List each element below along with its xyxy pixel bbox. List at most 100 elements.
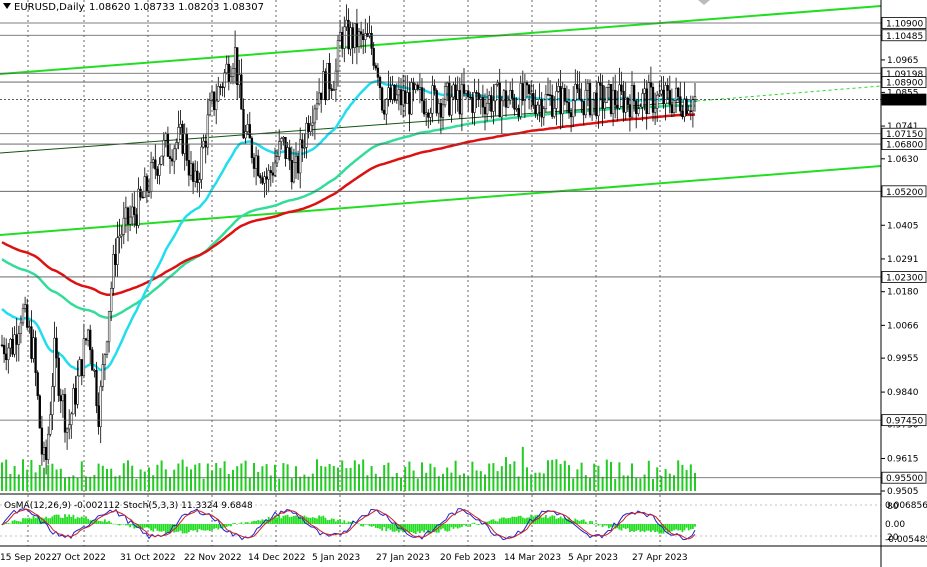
candle-body [534,104,537,115]
osma-bar [545,515,547,524]
candle-body [61,394,65,402]
osma-bar [242,523,245,525]
candle-body [565,100,569,103]
candle-body [389,87,392,100]
osma-bar [24,518,26,524]
osma-bar [435,524,438,533]
osma-bar [28,517,31,524]
osma-bar [156,524,159,531]
candle-body [387,87,390,100]
osma-bar [301,517,304,524]
osma-bar [246,522,249,524]
candle-body [425,112,428,115]
channel-middle-extension[interactable] [696,85,882,102]
candle-body [229,76,233,83]
candlestick-series [0,4,697,475]
candle-body [473,92,476,113]
osma-bar [282,515,285,524]
price-tick-label: 0.9615 [887,455,919,465]
osma-bar [694,524,696,527]
volume-bar [362,459,365,491]
osma-bar [204,524,207,531]
volume-bar [400,477,402,491]
price-level-lines[interactable] [0,22,881,479]
osma-bar [576,519,579,524]
candle-body [622,90,625,113]
candle-body [416,84,419,90]
volume-bar [278,478,281,491]
volume-bar [190,469,192,491]
volume-bar [227,474,230,491]
candle-body [242,109,245,139]
candle-body [168,156,172,160]
osma-bar [332,518,335,524]
price-label-box [881,29,927,42]
osma-bar [563,517,566,524]
osma-bar [578,521,581,524]
volume-bar [442,473,444,491]
osma-bar [551,515,554,524]
candle-body [429,112,432,118]
osma-bar [26,518,29,524]
candle-body [672,100,676,113]
channel-upper-line[interactable] [0,5,882,75]
candle-body [311,122,314,126]
candle-body [160,155,163,165]
scroll-marker-icon[interactable] [698,0,710,5]
candle-body [296,155,300,174]
volume-bar [446,467,449,491]
candle-body [55,337,58,359]
osma-bar [444,524,446,531]
candle-body [305,122,308,148]
candle-body [418,87,422,90]
collapse-triangle-icon[interactable] [3,3,11,9]
osma-bar [503,517,505,524]
candle-body [506,99,510,108]
candle-body [15,334,18,345]
osma-bar [194,524,197,531]
candle-body [393,84,396,101]
volume-bar [295,466,297,491]
osma-bar [362,524,365,527]
volume-bar [169,476,171,491]
candle-body [624,97,627,113]
volume-bar [534,472,537,491]
volume-bar [597,465,600,491]
candle-body [259,175,262,179]
candle-body [578,88,581,100]
osma-bar [477,524,480,525]
candle-body [614,89,617,106]
candle-body [590,99,594,116]
candle-body [391,84,394,100]
candle-body [401,90,405,106]
osma-bar [511,516,514,524]
candle-body [280,138,283,142]
candle-body [317,92,321,105]
volume-bar [248,477,251,491]
osma-bar [209,524,211,532]
candle-body [257,155,260,176]
osma-bar [3,523,5,525]
candle-body [439,103,443,118]
volume-bar [694,472,696,491]
price-level-label: 0.95500 [886,474,923,484]
osma-bar [591,521,593,524]
candle-body [414,84,417,90]
osma-bar [582,519,585,524]
osma-bar [427,524,430,534]
candle-body [292,162,296,183]
osma-bar [442,524,444,529]
channel-lines[interactable] [0,5,882,236]
channel-lower-line[interactable] [0,165,882,236]
candle-body [469,96,472,99]
volume-bar [412,470,415,491]
candle-body [248,124,251,139]
price-axis[interactable]: 1.10901.09651.08551.07411.06301.05201.04… [881,17,927,498]
candle-body [154,159,157,170]
volume-bar [30,460,33,491]
osma-bar [120,524,123,525]
osma-bar [479,523,482,525]
osma-bar [87,518,89,524]
